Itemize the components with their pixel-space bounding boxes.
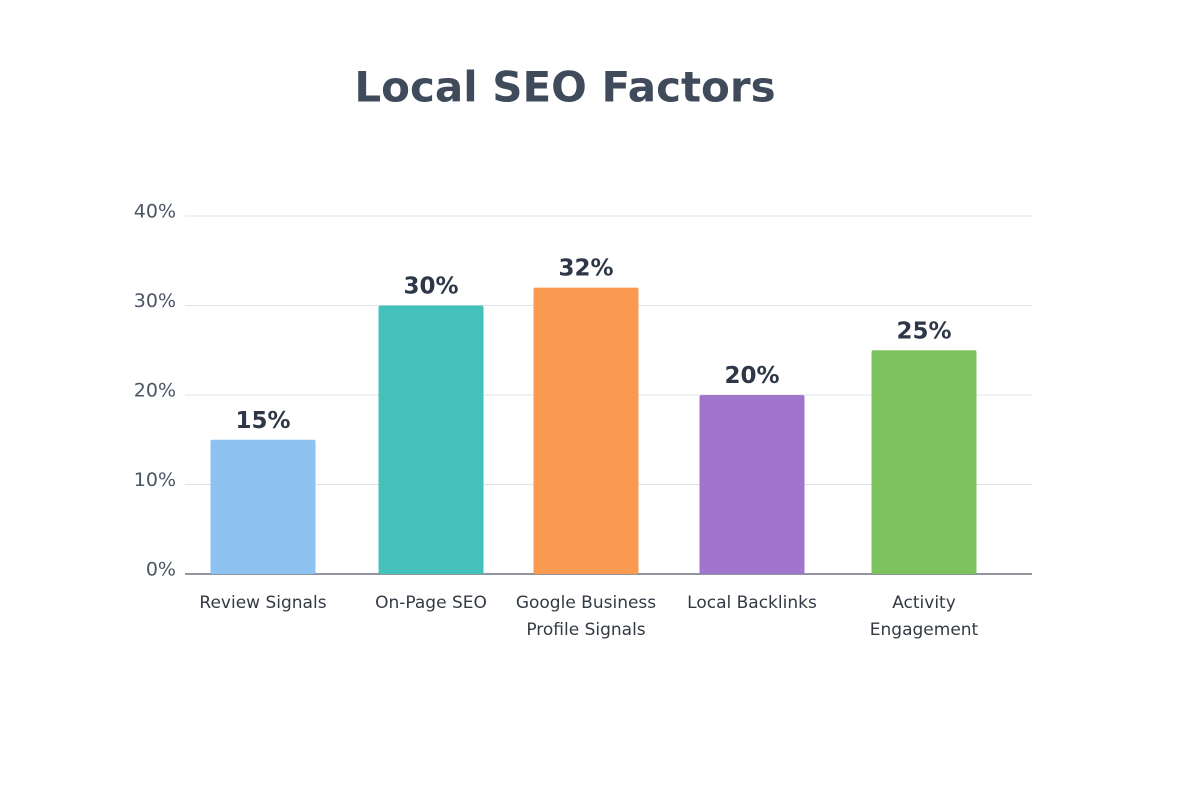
value-label: 32% bbox=[558, 256, 613, 282]
value-label: 15% bbox=[235, 408, 290, 434]
bar bbox=[871, 350, 977, 574]
y-tick-label: 10% bbox=[134, 469, 176, 491]
y-tick-label: 30% bbox=[134, 290, 176, 312]
chart-title: Local SEO Factors bbox=[354, 63, 775, 112]
x-tick-label: Google Business Profile Signals bbox=[515, 593, 657, 640]
y-tick-label: 40% bbox=[134, 201, 176, 223]
x-tick-label: Local Backlinks bbox=[687, 593, 817, 613]
x-tick-label: On-Page SEO bbox=[375, 593, 487, 613]
bar bbox=[210, 439, 316, 574]
bar bbox=[533, 287, 639, 574]
y-tick-label: 0% bbox=[146, 559, 176, 581]
bar bbox=[378, 305, 484, 574]
value-label: 30% bbox=[403, 274, 458, 300]
value-label: 20% bbox=[724, 363, 779, 389]
bar bbox=[699, 395, 805, 574]
x-tick-label: Review Signals bbox=[199, 593, 327, 613]
value-label: 25% bbox=[896, 318, 951, 344]
y-tick-label: 20% bbox=[134, 380, 176, 402]
x-tick-label: Activity Engagement bbox=[869, 593, 979, 640]
